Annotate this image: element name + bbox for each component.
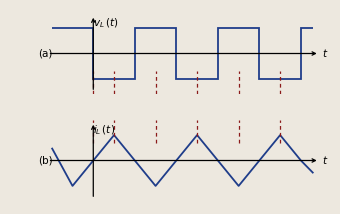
Text: $t$: $t$ (322, 48, 328, 59)
Text: (b): (b) (38, 156, 53, 165)
Text: $i_L\,(t)$: $i_L\,(t)$ (93, 123, 115, 137)
Text: $v_L\,(t)$: $v_L\,(t)$ (93, 16, 119, 30)
Text: $t$: $t$ (322, 155, 328, 166)
Text: (a): (a) (38, 49, 53, 58)
